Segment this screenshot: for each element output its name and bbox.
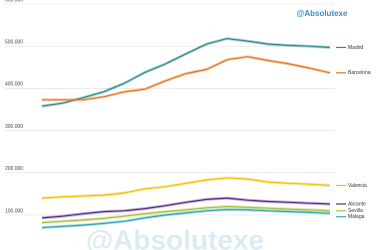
legend-label: Barcelona — [348, 70, 371, 76]
legend-label: Málaga — [348, 214, 365, 220]
series-line — [41, 197, 331, 219]
legend-label: Alicante — [348, 201, 366, 207]
y-tick-label: 100.000 — [5, 208, 23, 214]
series-line — [41, 205, 331, 224]
series-line — [41, 37, 331, 107]
series-line — [42, 56, 331, 101]
series-line — [41, 177, 331, 199]
series-line — [41, 208, 331, 229]
line-shadow — [41, 176, 331, 200]
legend-label: Madrid — [348, 45, 364, 51]
y-tick-label: 300.000 — [5, 124, 23, 130]
legend-label: Valencia — [348, 183, 367, 189]
y-tick-label: 200.000 — [5, 166, 23, 172]
watermark-large: @Absolutexe — [86, 224, 264, 250]
y-tick-label: 600.000 — [5, 0, 23, 3]
watermark: @Absolutexe — [297, 9, 348, 18]
legend-label: Sevilla — [348, 208, 363, 214]
y-tick-label: 500.000 — [5, 40, 23, 46]
y-tick-label: 400.000 — [5, 82, 23, 88]
